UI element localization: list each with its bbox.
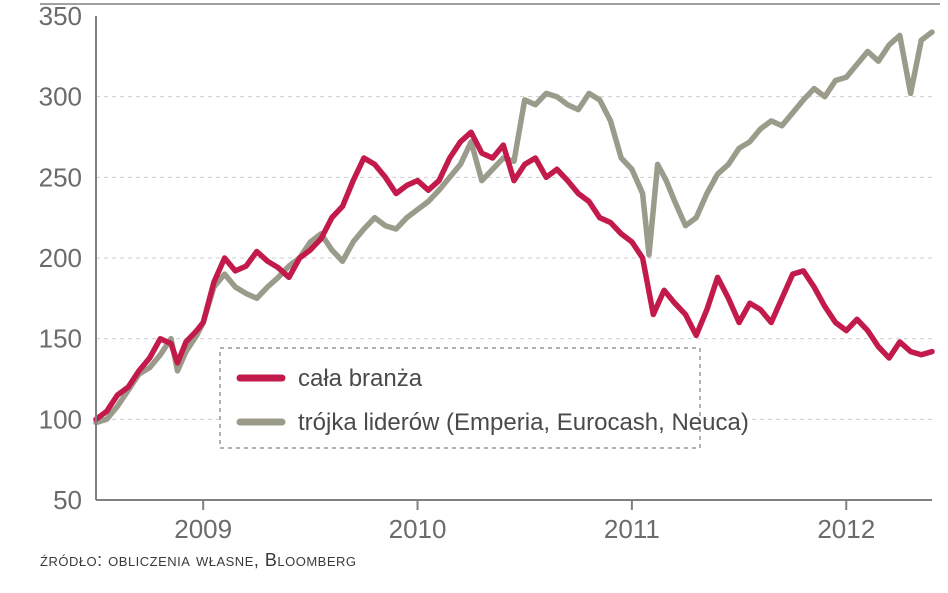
y-tick-label: 300	[39, 82, 82, 112]
legend-label: cała branża	[298, 365, 423, 392]
y-tick-label: 50	[53, 485, 82, 515]
line-chart: 50 100 150 200 250 300 350 2009 2010 2011 2012 cała…	[0, 0, 948, 593]
x-tick-label: 2010	[389, 514, 447, 544]
source-attribution: źródło: obliczenia własne, Bloomberg	[40, 550, 357, 571]
x-tick-label: 2009	[174, 514, 232, 544]
legend-label: trójka liderów (Emperia, Eurocash, Neuca…	[298, 409, 749, 436]
y-tick-label: 250	[39, 162, 82, 192]
x-tick-label: 2012	[817, 514, 875, 544]
y-tick-label: 350	[39, 1, 82, 31]
x-tick-label: 2011	[604, 514, 660, 544]
y-tick-label: 100	[39, 404, 82, 434]
y-tick-label: 150	[39, 324, 82, 354]
plot-bg	[0, 0, 948, 593]
chart-container: 50 100 150 200 250 300 350 2009 2010 2011 2012 cała…	[0, 0, 948, 593]
y-tick-label: 200	[39, 243, 82, 273]
